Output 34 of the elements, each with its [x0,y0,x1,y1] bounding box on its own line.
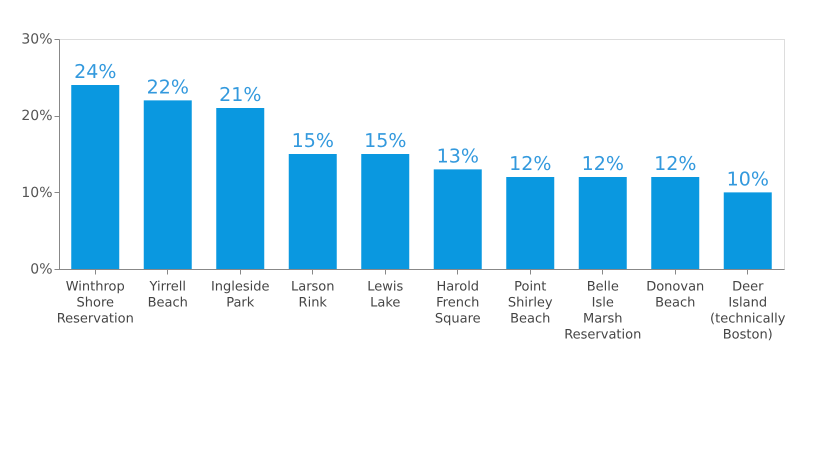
data-label: 12% [582,153,624,175]
data-label: 10% [726,168,769,190]
y-tick-label: 20% [21,108,52,124]
bar [144,100,192,269]
bar [651,177,700,269]
x-tick-label: Harold French Square [434,280,481,326]
y-tick-label: 10% [21,184,52,201]
x-tick-label: Yirrell Beach [148,280,188,310]
x-tick-label: Point Shirley Beach [508,280,553,326]
x-tick-label: Deer Island (technically Boston) [710,280,786,342]
bar [361,154,410,269]
y-tick-label: 0% [30,262,52,278]
bar [506,177,554,269]
data-label: 13% [436,145,479,168]
x-tick-label: Ingleside Park [210,280,270,310]
x-tick-label: Lewis Lake [367,280,404,310]
data-label: 22% [146,76,189,98]
x-tick-label: Winthrop Shore Reservation [56,280,134,326]
data-label: 15% [292,130,334,152]
x-tick-label: Donovan Beach [646,280,704,310]
y-tick-label: 30% [21,32,52,48]
x-tick-label: Larson Rink [290,280,335,310]
bar [578,177,627,269]
bar [288,154,337,269]
x-tick-label: Belle Isle Marsh Reservation [564,280,642,342]
data-label: 12% [654,153,696,175]
bar [216,108,264,269]
bar [71,85,120,269]
data-label: 12% [509,153,552,175]
data-label: 21% [219,84,262,106]
data-label: 15% [364,130,406,152]
data-label: 24% [74,61,116,83]
bar [724,192,772,269]
bar [434,169,482,269]
